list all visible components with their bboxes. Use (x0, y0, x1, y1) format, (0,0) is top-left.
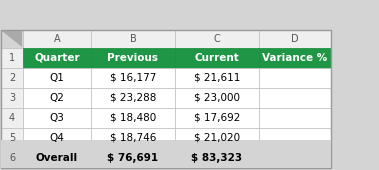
Text: $ 23,000: $ 23,000 (194, 93, 240, 103)
Text: Q1: Q1 (50, 73, 64, 83)
Bar (1, 30, 331, 168)
Bar (175, 68, 259, 88)
Text: 6: 6 (9, 153, 15, 163)
Bar (259, 30, 331, 48)
Text: $ 83,323: $ 83,323 (191, 153, 243, 163)
Text: Q4: Q4 (50, 133, 64, 143)
Bar (259, 128, 331, 148)
Bar (1, 88, 23, 108)
Text: Overall: Overall (36, 153, 78, 163)
Text: Q2: Q2 (50, 93, 64, 103)
Bar (175, 108, 259, 128)
Bar (259, 88, 331, 108)
Bar (259, 48, 331, 68)
Bar (91, 30, 175, 48)
Text: 4: 4 (9, 113, 15, 123)
Text: Q3: Q3 (50, 113, 64, 123)
Bar (23, 68, 91, 88)
Text: $ 18,746: $ 18,746 (110, 133, 156, 143)
Bar (23, 108, 91, 128)
Text: Previous: Previous (108, 53, 158, 63)
Text: 1: 1 (9, 53, 15, 63)
Bar (1, 148, 23, 168)
Text: D: D (291, 34, 299, 44)
Bar (1, 48, 23, 68)
Bar (1, 68, 23, 88)
Bar (259, 148, 331, 168)
Text: Variance %: Variance % (262, 53, 327, 63)
Bar (175, 128, 259, 148)
Text: 3: 3 (9, 93, 15, 103)
Bar (1, 140, 331, 168)
Bar (91, 108, 175, 128)
Text: $ 23,288: $ 23,288 (110, 93, 156, 103)
Text: B: B (130, 34, 136, 44)
Text: $ 21,020: $ 21,020 (194, 133, 240, 143)
Text: $ 16,177: $ 16,177 (110, 73, 156, 83)
Bar (91, 68, 175, 88)
Bar (259, 108, 331, 128)
Text: Quarter: Quarter (34, 53, 80, 63)
Bar (1, 30, 23, 48)
Bar (175, 30, 259, 48)
Bar (1, 128, 23, 148)
Bar (91, 128, 175, 148)
Bar (91, 148, 175, 168)
Bar (23, 88, 91, 108)
Bar (23, 30, 91, 48)
Text: 5: 5 (9, 133, 15, 143)
Bar (175, 148, 259, 168)
Bar (23, 148, 91, 168)
Bar (175, 88, 259, 108)
Text: $ 17,692: $ 17,692 (194, 113, 240, 123)
Bar (23, 48, 91, 68)
Bar (91, 48, 175, 68)
Polygon shape (2, 31, 22, 47)
Bar (259, 68, 331, 88)
Text: $ 18,480: $ 18,480 (110, 113, 156, 123)
Bar (175, 48, 259, 68)
Text: A: A (54, 34, 60, 44)
Bar (91, 88, 175, 108)
Text: 2: 2 (9, 73, 15, 83)
Text: $ 76,691: $ 76,691 (107, 153, 158, 163)
Text: C: C (214, 34, 220, 44)
Bar (23, 128, 91, 148)
Text: Current: Current (195, 53, 240, 63)
Text: $ 21,611: $ 21,611 (194, 73, 240, 83)
Bar (1, 108, 23, 128)
